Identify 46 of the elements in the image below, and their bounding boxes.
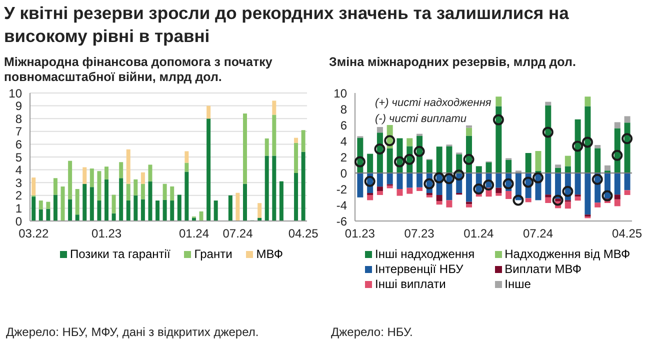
y-tick-label: 5 [15,150,22,164]
legend-label: МВФ [256,247,284,261]
annotation: (-) чисті виплати [375,113,467,125]
legend-label: Інші надходження [375,247,475,261]
x-tick-label: 01.23 [344,226,376,241]
legend-label: Надходження від МВФ [504,247,630,261]
chart-title: Зміна міжнародних резервів, млрд дол. [329,55,577,70]
x-tick-label: 07.24 [523,226,554,241]
chart-subtitle: Міжнародна фінансова допомога з початку повномасштабної війни, млрд дол. [4,55,274,85]
y-tick-label: 2 [340,150,348,164]
legend-label: Виплати МВФ [504,262,582,276]
y-tick-label: 4 [15,163,22,178]
y-tick-label: 3 [15,176,22,190]
y-tick-label: 10 [334,86,348,100]
y-tick-label: 8 [15,112,22,126]
legend-label: Позики та гарантії [70,247,170,261]
chart-title: У квітні резерви зросли до рекордних значень та залишилися на високому рівні в травні [4,2,570,48]
legend-label: Гранти [194,247,232,261]
y-tick-label: 6 [340,118,348,132]
legend-label: Інші виплати [375,277,446,291]
y-tick-label: -4 [336,198,348,212]
y-tick-label: 7 [15,124,22,139]
y-tick-label: 4 [340,134,348,148]
y-tick-label: 0 [15,214,22,228]
y-tick-label: 8 [340,102,348,116]
x-tick-label: 01.23 [92,226,122,241]
y-tick-label: 0 [340,166,348,180]
text: Джерело: НБУ. [331,325,413,339]
y-tick-label: -2 [336,182,348,196]
text: Джерело: НБУ, МФУ, дані з відкритих джерел. [6,325,259,339]
y-tick-label: 6 [15,137,22,152]
x-tick-label: 07.24 [222,226,254,241]
x-tick-label: 01.24 [464,226,494,241]
x-tick-label: 03.22 [18,226,49,241]
x-tick-label: 04.25 [288,226,319,241]
y-tick-label: 2 [15,188,22,203]
y-tick-label: 9 [15,99,22,114]
legend-label: Інше [504,277,531,291]
y-tick-label: 1 [15,201,22,216]
x-tick-label: 01.24 [179,226,210,241]
y-tick-label: 10 [8,86,22,100]
annotation: (+) чисті надходження [375,97,492,109]
x-tick-label: 04.25 [612,226,642,241]
y-tick-label: -6 [336,214,348,228]
legend-label: Інтервенції НБУ [375,262,464,276]
x-tick-label: 07.23 [404,226,435,241]
